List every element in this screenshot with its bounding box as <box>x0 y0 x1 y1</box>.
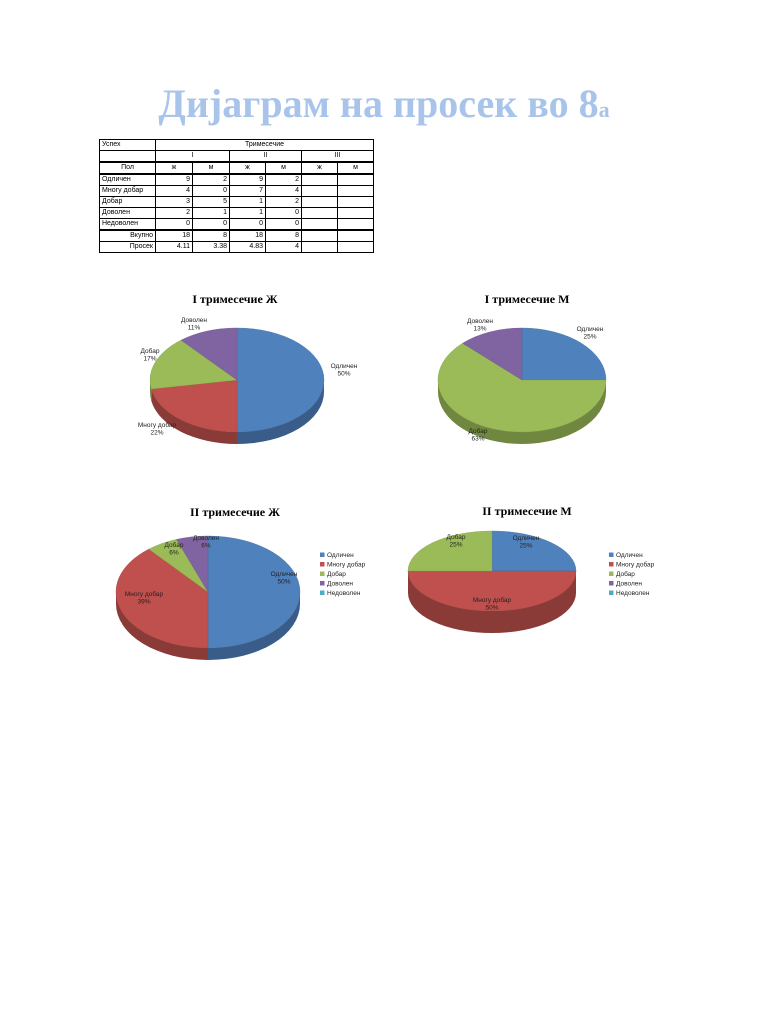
table-terms-row: I II III <box>99 150 375 163</box>
table-cell: 0 <box>265 218 302 231</box>
grades-table: Успех Тримесечие I II III Пол ж м ж м ж … <box>99 139 375 253</box>
table-cell: 4.83 <box>229 241 266 253</box>
pie-slice-Многу добар <box>407 570 577 612</box>
legend-entry: Доволен <box>616 581 642 588</box>
pie-side-Добар <box>438 380 606 444</box>
gender-cell: м <box>265 161 302 175</box>
legend-swatch <box>320 581 325 586</box>
table-gender-row: Пол ж м ж м ж м <box>99 161 375 175</box>
legend-entry: Недоволен <box>616 590 650 597</box>
data-label: Доволен 11% <box>181 317 207 332</box>
page-title-main: Дијаграм на просек во 8 <box>158 81 599 126</box>
table-header-row: Успех Тримесечие <box>99 139 375 151</box>
legend-entry: Добар <box>616 570 635 578</box>
pie-side-Многу добар <box>116 592 208 660</box>
chart-title: II тримесечие Ж <box>190 505 280 519</box>
table-cell: 0 <box>192 218 230 231</box>
data-label: Многу добар 39% <box>125 590 164 606</box>
header-term: Тримесечие <box>154 139 375 151</box>
legend-swatch <box>320 562 325 567</box>
pie-side-Одличен <box>237 380 324 444</box>
average-label: Просек <box>99 241 156 253</box>
pie-slice-Одличен <box>491 530 577 572</box>
table-row: Добар 3 5 1 2 <box>99 196 375 208</box>
pie-slice-Доволен <box>462 327 523 381</box>
legend-entry: Доволен <box>327 581 353 588</box>
table-cell: 4 <box>265 241 302 253</box>
table-row: Многу добар 4 0 7 4 <box>99 185 375 197</box>
legend-entry: Многу добар <box>327 561 366 569</box>
data-label: Одличен 25% <box>513 535 540 550</box>
term-2: II <box>229 150 302 163</box>
data-label: Многу добар 50% <box>473 596 512 612</box>
legend-swatch <box>609 571 614 576</box>
pie-slice-Добар <box>437 342 607 433</box>
page-title: Дијаграм на просек во 8а <box>0 80 768 127</box>
chart-title: I тримесечие М <box>485 292 570 306</box>
pie-chart-3: II тримесечие Ж Одличен 50% Многу добар 39% Д… <box>115 505 366 660</box>
legend-swatch <box>320 571 325 576</box>
data-label: Доволен 13% <box>467 318 493 333</box>
chart-title: I тримесечие Ж <box>192 292 277 306</box>
table-cell: 3.38 <box>192 241 230 253</box>
table-average-row: Просек 4.11 3.38 4.83 4 <box>99 241 375 253</box>
legend-swatch <box>609 562 614 567</box>
table-cell <box>336 241 375 253</box>
term-3: III <box>300 150 375 163</box>
table-total-row: Вкупно 18 8 18 8 <box>99 229 375 242</box>
legend-swatch <box>609 581 614 586</box>
legend-swatch <box>320 590 325 595</box>
data-label: Добар 17% <box>141 347 160 363</box>
data-label: Многу добар 22% <box>138 421 177 437</box>
table-row: Недоволен 0 0 0 0 <box>99 218 375 231</box>
data-label: Одличен 25% <box>577 326 604 341</box>
pie-side-Многу добар <box>151 389 237 444</box>
pie-slice-Доволен <box>180 327 238 381</box>
data-label: Одличен 50% <box>271 571 298 586</box>
table-row: Доволен 2 1 1 0 <box>99 207 375 219</box>
pie-slice-Добар <box>407 530 493 572</box>
pie-side-Одличен <box>208 592 300 660</box>
legend-entry: Многу добар <box>616 561 655 569</box>
header-success: Успех <box>99 139 156 151</box>
pie-slice-Многу добар <box>151 379 238 433</box>
pie-slice-Многу добар <box>115 548 209 649</box>
chart-title: II тримесечие М <box>482 504 571 518</box>
pie-chart-1: I тримесечие Ж Одличен 50% Многу добар 22% До… <box>138 292 358 444</box>
legend-swatch <box>320 552 325 557</box>
pie-chart-4: II тримесечие М Одличен 25% Многу добар 50% Д… <box>407 504 655 633</box>
table-cell <box>336 207 375 219</box>
data-label: Добар 63% <box>469 427 488 443</box>
data-label: Добар 25% <box>447 533 466 549</box>
legend-entry: Недоволен <box>327 590 361 597</box>
data-label: Добар 6% <box>165 541 184 557</box>
legend-entry: Добар <box>327 570 346 578</box>
pie-slice-Доволен <box>176 535 209 593</box>
legend-entry: Одличен <box>616 552 643 559</box>
legend-swatch <box>609 552 614 557</box>
page-title-sub: а <box>598 97 610 122</box>
pie-slice-Одличен <box>207 535 301 649</box>
pie-chart-2: I тримесечие М Одличен 25% Добар 63% Доволен 1… <box>437 292 607 444</box>
data-label: Одличен 50% <box>331 363 358 378</box>
table-cell <box>336 218 375 231</box>
pie-side-Многу добар <box>408 571 576 633</box>
gender-cell: м <box>336 161 375 175</box>
pie-slice-Одличен <box>236 327 325 433</box>
header-gender: Пол <box>99 161 156 175</box>
legend-swatch <box>609 590 614 595</box>
pie-slice-Одличен <box>521 327 607 381</box>
table-cell: 0 <box>229 218 266 231</box>
legend-entry: Одличен <box>327 552 354 559</box>
data-label: Доволен 6% <box>193 535 219 550</box>
table-cell: 2 <box>155 207 193 219</box>
pie-slice-Добар <box>149 339 238 390</box>
